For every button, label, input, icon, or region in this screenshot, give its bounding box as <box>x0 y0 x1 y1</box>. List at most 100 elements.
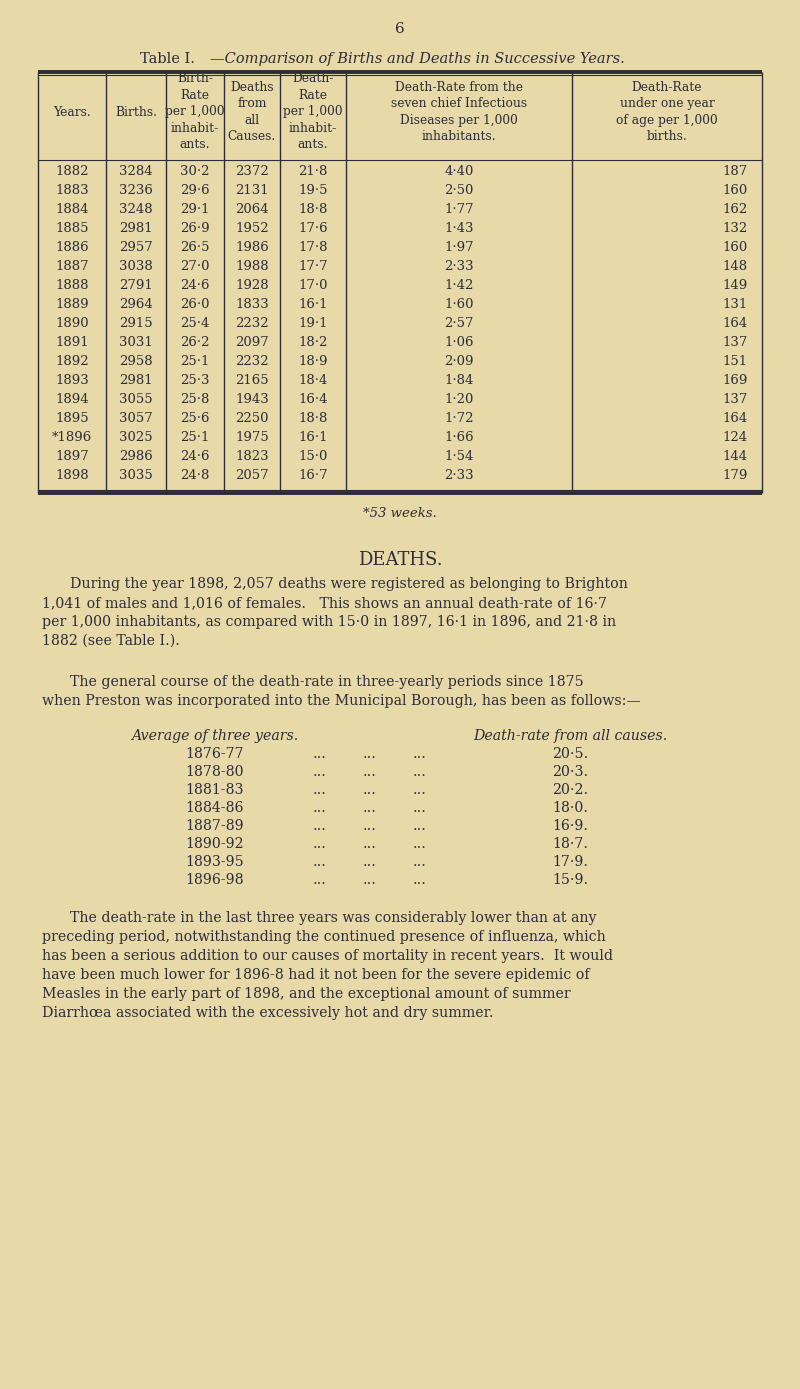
Text: 1·20: 1·20 <box>444 393 474 406</box>
Text: 20·2.: 20·2. <box>552 783 588 797</box>
Text: 25·1: 25·1 <box>180 356 210 368</box>
Text: 29·6: 29·6 <box>180 183 210 197</box>
Text: 18·8: 18·8 <box>298 203 328 217</box>
Text: 2958: 2958 <box>119 356 153 368</box>
Text: 2097: 2097 <box>235 336 269 349</box>
Text: 3236: 3236 <box>119 183 153 197</box>
Text: ...: ... <box>363 801 377 815</box>
Text: 18·0.: 18·0. <box>552 801 588 815</box>
Text: 2232: 2232 <box>235 317 269 331</box>
Text: Birth-
Rate
per 1,000
inhabit-
ants.: Birth- Rate per 1,000 inhabit- ants. <box>165 72 225 151</box>
Text: 1897: 1897 <box>55 450 89 463</box>
Text: 1,041 of males and 1,016 of females.   This shows an annual death-rate of 16·7: 1,041 of males and 1,016 of females. Thi… <box>42 596 607 610</box>
Text: 1893-95: 1893-95 <box>186 856 244 870</box>
Text: 1892: 1892 <box>55 356 89 368</box>
Text: 17·0: 17·0 <box>298 279 328 292</box>
Text: 3248: 3248 <box>119 203 153 217</box>
Text: ...: ... <box>413 765 427 779</box>
Text: 132: 132 <box>722 222 748 235</box>
Text: Deaths
from
all
Causes.: Deaths from all Causes. <box>228 81 276 143</box>
Text: 187: 187 <box>722 165 748 178</box>
Text: 179: 179 <box>722 469 748 482</box>
Text: 24·8: 24·8 <box>180 469 210 482</box>
Text: 131: 131 <box>722 299 748 311</box>
Text: 1·84: 1·84 <box>444 374 474 388</box>
Text: *53 weeks.: *53 weeks. <box>363 507 437 519</box>
Text: Measles in the early part of 1898, and the exceptional amount of summer: Measles in the early part of 1898, and t… <box>42 988 570 1001</box>
Text: 17·9.: 17·9. <box>552 856 588 870</box>
Text: 2·33: 2·33 <box>444 469 474 482</box>
Text: 1·60: 1·60 <box>444 299 474 311</box>
Text: 1886: 1886 <box>55 242 89 254</box>
Text: 1882 (see Table I.).: 1882 (see Table I.). <box>42 633 180 649</box>
Text: Death-rate from all causes.: Death-rate from all causes. <box>473 729 667 743</box>
Text: 2·57: 2·57 <box>444 317 474 331</box>
Text: Diarrhœa associated with the excessively hot and dry summer.: Diarrhœa associated with the excessively… <box>42 1006 494 1020</box>
Text: 1823: 1823 <box>235 450 269 463</box>
Text: 1881-83: 1881-83 <box>186 783 244 797</box>
Text: ...: ... <box>363 856 377 870</box>
Text: 1986: 1986 <box>235 242 269 254</box>
Text: 4·40: 4·40 <box>444 165 474 178</box>
Text: ...: ... <box>313 765 327 779</box>
Text: 2791: 2791 <box>119 279 153 292</box>
Text: 19·1: 19·1 <box>298 317 328 331</box>
Text: 149: 149 <box>722 279 748 292</box>
Text: ...: ... <box>313 856 327 870</box>
Text: preceding period, notwithstanding the continued presence of influenza, which: preceding period, notwithstanding the co… <box>42 931 606 945</box>
Text: Years.: Years. <box>53 106 91 118</box>
Text: 16·9.: 16·9. <box>552 820 588 833</box>
Text: 1·06: 1·06 <box>444 336 474 349</box>
Text: 1·72: 1·72 <box>444 413 474 425</box>
Text: The general course of the death-rate in three-yearly periods since 1875: The general course of the death-rate in … <box>70 675 584 689</box>
Text: ...: ... <box>363 747 377 761</box>
Text: 1883: 1883 <box>55 183 89 197</box>
Text: ...: ... <box>413 820 427 833</box>
Text: 26·5: 26·5 <box>180 242 210 254</box>
Text: 2986: 2986 <box>119 450 153 463</box>
Text: 1·66: 1·66 <box>444 431 474 444</box>
Text: 1988: 1988 <box>235 260 269 274</box>
Text: 1·77: 1·77 <box>444 203 474 217</box>
Text: ...: ... <box>313 820 327 833</box>
Text: ...: ... <box>313 874 327 888</box>
Text: 3038: 3038 <box>119 260 153 274</box>
Text: 18·8: 18·8 <box>298 413 328 425</box>
Text: 1891: 1891 <box>55 336 89 349</box>
Text: 137: 137 <box>722 393 748 406</box>
Text: 1878-80: 1878-80 <box>186 765 244 779</box>
Text: 24·6: 24·6 <box>180 279 210 292</box>
Text: 15·9.: 15·9. <box>552 874 588 888</box>
Text: 16·1: 16·1 <box>298 431 328 444</box>
Text: ...: ... <box>413 747 427 761</box>
Text: ...: ... <box>313 838 327 851</box>
Text: Death-Rate
under one year
of age per 1,000
births.: Death-Rate under one year of age per 1,0… <box>616 81 718 143</box>
Text: 25·6: 25·6 <box>180 413 210 425</box>
Text: 2·09: 2·09 <box>444 356 474 368</box>
Text: 17·6: 17·6 <box>298 222 328 235</box>
Text: ...: ... <box>363 783 377 797</box>
Text: 20·3.: 20·3. <box>552 765 588 779</box>
Text: 2915: 2915 <box>119 317 153 331</box>
Text: 2957: 2957 <box>119 242 153 254</box>
Text: The death-rate in the last three years was considerably lower than at any: The death-rate in the last three years w… <box>70 911 597 925</box>
Text: 25·1: 25·1 <box>180 431 210 444</box>
Text: 3055: 3055 <box>119 393 153 406</box>
Text: ...: ... <box>363 820 377 833</box>
Text: 1895: 1895 <box>55 413 89 425</box>
Text: Births.: Births. <box>115 106 157 118</box>
Text: 1·97: 1·97 <box>444 242 474 254</box>
Text: 2964: 2964 <box>119 299 153 311</box>
Text: 1833: 1833 <box>235 299 269 311</box>
Text: 17·8: 17·8 <box>298 242 328 254</box>
Text: 1952: 1952 <box>235 222 269 235</box>
Text: 2·33: 2·33 <box>444 260 474 274</box>
Text: 26·2: 26·2 <box>180 336 210 349</box>
Text: 160: 160 <box>722 183 748 197</box>
Text: 18·4: 18·4 <box>298 374 328 388</box>
Text: 144: 144 <box>723 450 748 463</box>
Text: ...: ... <box>413 874 427 888</box>
Text: 3025: 3025 <box>119 431 153 444</box>
Text: ...: ... <box>363 765 377 779</box>
Text: when Preston was incorporated into the Municipal Borough, has been as follows:—: when Preston was incorporated into the M… <box>42 694 641 708</box>
